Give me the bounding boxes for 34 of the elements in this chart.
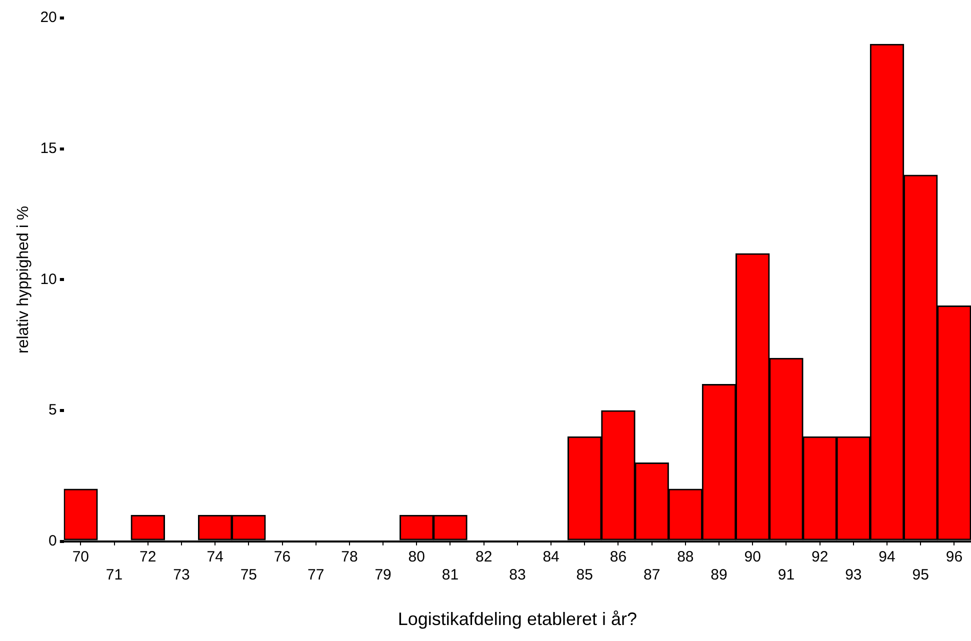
x-tick-label: 82 [476,548,492,566]
x-tick-label: 94 [878,548,896,566]
y-tick-label: 20 [40,9,57,26]
x-tick-label: 91 [778,566,795,584]
x-tick-label: 93 [845,566,862,584]
y-axis-title: relativ hyppighed i % [15,206,32,354]
y-tick-label: 0 [48,532,57,550]
x-tick-label: 90 [744,548,761,566]
x-axis-title: Logistikafdeling etableret i år? [398,609,638,630]
x-tick-label: 74 [206,548,224,566]
x-tick-label: 86 [610,548,627,566]
y-tick-label: 15 [40,140,57,157]
x-tick-label: 77 [308,566,324,584]
x-tick-label: 85 [576,566,593,584]
y-tick-label: 5 [48,402,57,419]
x-tick-label: 84 [542,548,560,566]
x-tick-label: 83 [509,566,526,584]
x-tick-label: 95 [912,566,929,584]
y-tick-label: 10 [40,270,57,288]
x-tick-label: 71 [106,566,123,584]
x-tick-label: 79 [374,566,392,584]
x-tick-label: 87 [643,566,660,584]
x-tick-label: 89 [710,566,728,584]
x-tick-label: 80 [408,548,425,566]
x-tick-label: 92 [811,548,828,566]
x-tick-label: 78 [341,548,358,566]
x-tick-label: 73 [173,566,190,584]
x-tick-label: 88 [677,548,694,566]
x-tick-label: 72 [140,548,156,566]
x-tick-label: 70 [72,548,90,566]
x-tick-label: 96 [946,548,963,566]
x-tick-label: 75 [240,566,258,584]
x-tick-label: 81 [442,566,459,584]
x-tick-label: 76 [274,548,291,566]
